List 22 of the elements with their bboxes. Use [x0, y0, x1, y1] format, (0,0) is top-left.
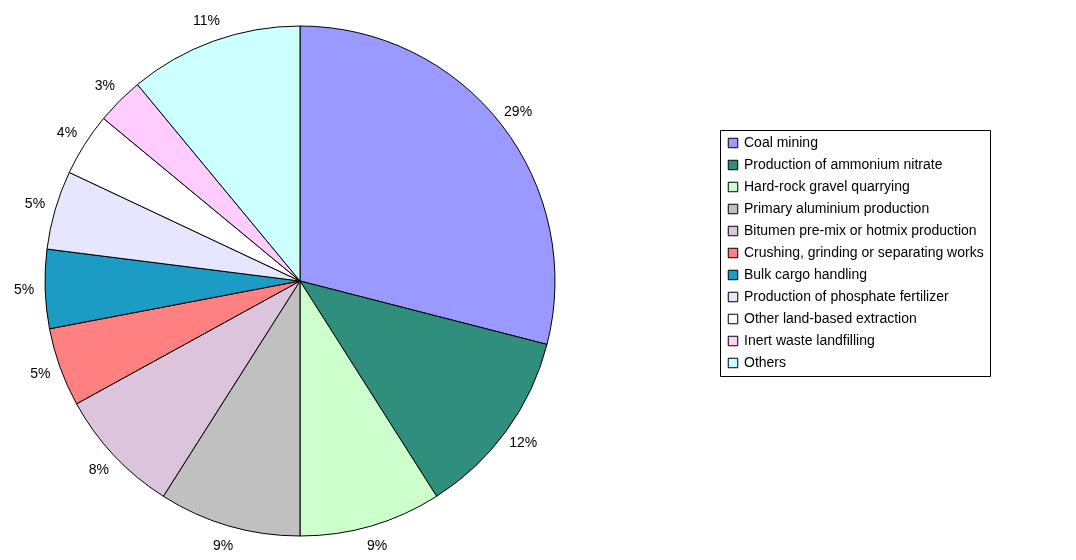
- data-label: 29%: [504, 102, 533, 119]
- legend-label: Hard-rock gravel quarrying: [744, 178, 910, 194]
- data-label: 3%: [94, 76, 115, 93]
- legend-label: Crushing, grinding or separating works: [744, 244, 984, 260]
- legend-label: Primary aluminium production: [744, 200, 930, 216]
- data-label: 8%: [88, 460, 109, 477]
- data-label: 11%: [193, 12, 220, 29]
- data-label: 9%: [212, 537, 234, 554]
- data-label: 4%: [56, 124, 78, 141]
- legend-label: Bitumen pre-mix or hotmix production: [744, 222, 977, 238]
- legend-label: Coal mining: [744, 134, 818, 150]
- legend-label: Bulk cargo handling: [744, 266, 867, 282]
- data-label: 5%: [30, 365, 51, 382]
- legend-label: Production of ammonium nitrate: [744, 156, 943, 172]
- data-label: 9%: [366, 537, 388, 554]
- legend-label: Others: [744, 354, 787, 370]
- data-label: 5%: [14, 280, 35, 297]
- data-label: 5%: [24, 195, 46, 211]
- legend-label: Production of phosphate fertilizer: [744, 288, 950, 304]
- data-label: 12%: [509, 434, 538, 451]
- legend-label: Other land-based extraction: [744, 310, 917, 326]
- legend-label: Inert waste landfilling: [744, 332, 875, 348]
